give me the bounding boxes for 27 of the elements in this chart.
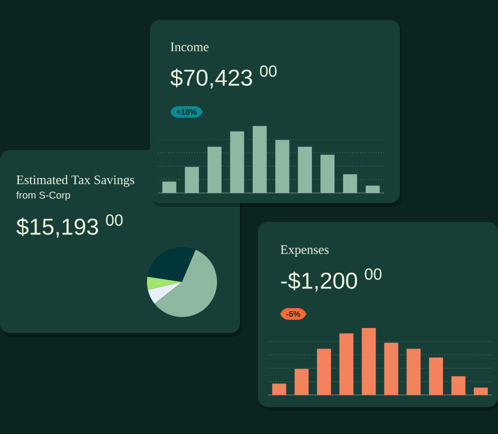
bar [230, 131, 244, 193]
bar [343, 174, 358, 193]
bar [339, 333, 354, 395]
bar [275, 140, 290, 193]
bar [366, 186, 380, 193]
text: $15,193 $^{00}$ [16, 214, 123, 238]
bar [162, 182, 176, 193]
bar [320, 154, 335, 193]
bar [362, 328, 376, 395]
bar [294, 368, 309, 395]
bar [252, 126, 267, 193]
chart-subtitle: $70,423 $^{00}$ [170, 65, 277, 89]
chart-title: Income [170, 42, 209, 52]
bar [298, 146, 312, 193]
chart-title: Estimated Tax Savings [16, 175, 134, 187]
bar [474, 388, 488, 395]
bar [406, 348, 421, 395]
bar [208, 146, 222, 193]
bar [384, 342, 398, 395]
bar [184, 166, 199, 193]
chart-title: Expenses [280, 245, 329, 257]
chart-subtitle: -$1,200 $^{00}$ [281, 268, 382, 292]
bar [451, 376, 466, 395]
bar [317, 348, 332, 395]
bar [272, 384, 286, 395]
bar [429, 357, 444, 395]
text: from S-Corp [16, 191, 70, 201]
